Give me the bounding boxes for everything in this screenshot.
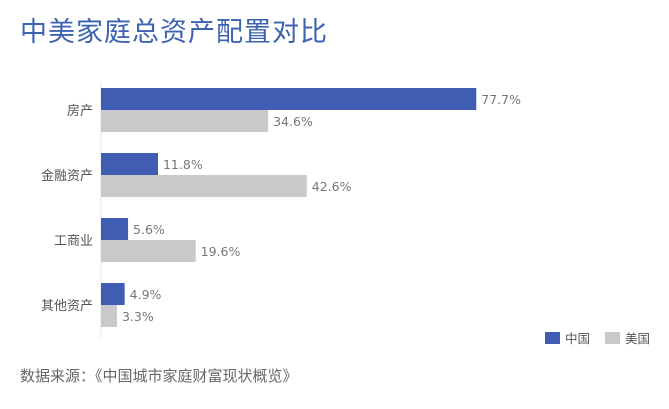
data-label: 34.6% — [273, 114, 313, 129]
data-label: 19.6% — [201, 244, 241, 259]
data-label: 5.6% — [133, 222, 165, 237]
data-label: 77.7% — [481, 92, 521, 107]
data-label: 11.8% — [163, 157, 203, 172]
source-note: 数据来源：《中国城市家庭财富现状概览》 — [20, 367, 298, 385]
legend-label-usa: 美国 — [625, 331, 650, 346]
legend: 中国 美国 — [545, 331, 650, 346]
bar-china — [101, 88, 477, 110]
category-label: 工商业 — [54, 234, 93, 249]
bar-usa — [101, 175, 307, 197]
bar-china — [101, 218, 129, 240]
legend-label-china: 中国 — [565, 331, 590, 346]
chart-title: 中美家庭总资产配置对比 — [20, 17, 328, 48]
bar-chart: 房产 77.7% 34.6% 金融资产 11.8% 42.6% 工商业 5.6% 19.6% 其他… — [41, 82, 650, 346]
bar-china — [101, 153, 158, 175]
data-label: 4.9% — [130, 287, 162, 302]
category-label: 金融资产 — [41, 168, 93, 184]
bar-china — [101, 283, 125, 305]
data-label: 42.6% — [312, 179, 352, 194]
category-label: 房产 — [67, 103, 93, 119]
category-label: 其他资产 — [41, 299, 93, 314]
bars-layer: 房产 77.7% 34.6% 金融资产 11.8% 42.6% 工商业 5.6% 19.6% 其他… — [41, 88, 521, 327]
bar-usa — [101, 110, 269, 132]
data-label: 3.3% — [122, 309, 154, 324]
legend-swatch-usa — [605, 332, 620, 344]
bar-usa — [101, 240, 196, 262]
bar-usa — [101, 305, 117, 327]
legend-swatch-china — [545, 332, 560, 344]
